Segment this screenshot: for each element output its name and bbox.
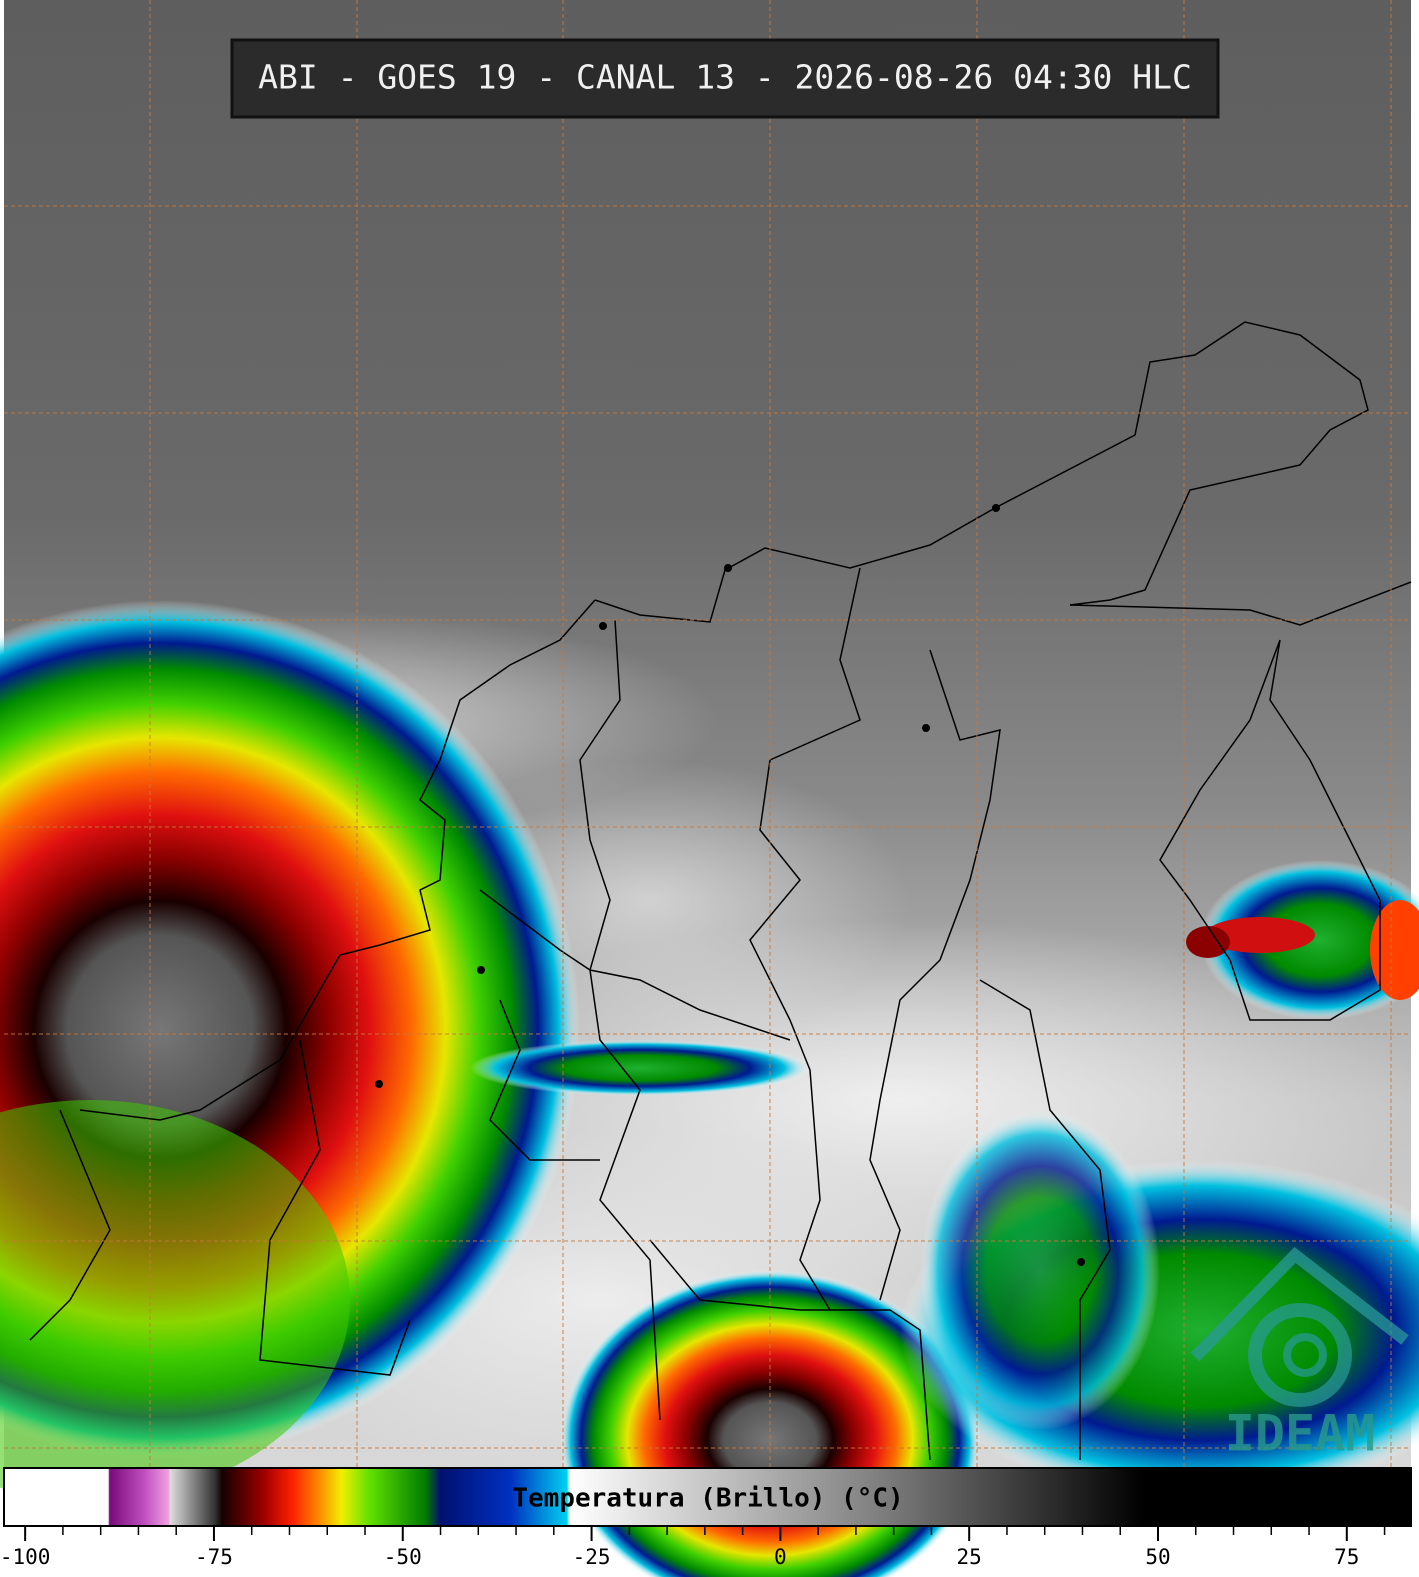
colorbar-label: Temperatura (Brillo) (°C): [512, 1484, 903, 1514]
cities: [375, 504, 1085, 1266]
tick-label: -100: [0, 1545, 50, 1569]
tick-label: 75: [1334, 1545, 1359, 1569]
tick-label: -75: [195, 1545, 233, 1569]
tick-label: 0: [774, 1545, 787, 1569]
logo: IDEAM: [1190, 1246, 1409, 1463]
colorbar-ticks: -100 -75 -50 -25 0 25 50 75: [0, 1527, 1386, 1569]
logo-text: IDEAM: [1225, 1405, 1376, 1463]
tick-label: -50: [384, 1545, 422, 1569]
lat-lon-grid: [4, 0, 1411, 1467]
colorbar: Temperatura (Brillo) (°C): [3, 1467, 1412, 1527]
title-box: ABI - GOES 19 - CANAL 13 - 2026-08-26 04…: [230, 38, 1220, 119]
title: ABI - GOES 19 - CANAL 13 - 2026-08-26 04…: [258, 58, 1192, 97]
tick-label: 50: [1145, 1545, 1170, 1569]
tick-label: -25: [573, 1545, 611, 1569]
tick-label: 25: [957, 1545, 982, 1569]
borders: [29, 321, 1412, 1461]
